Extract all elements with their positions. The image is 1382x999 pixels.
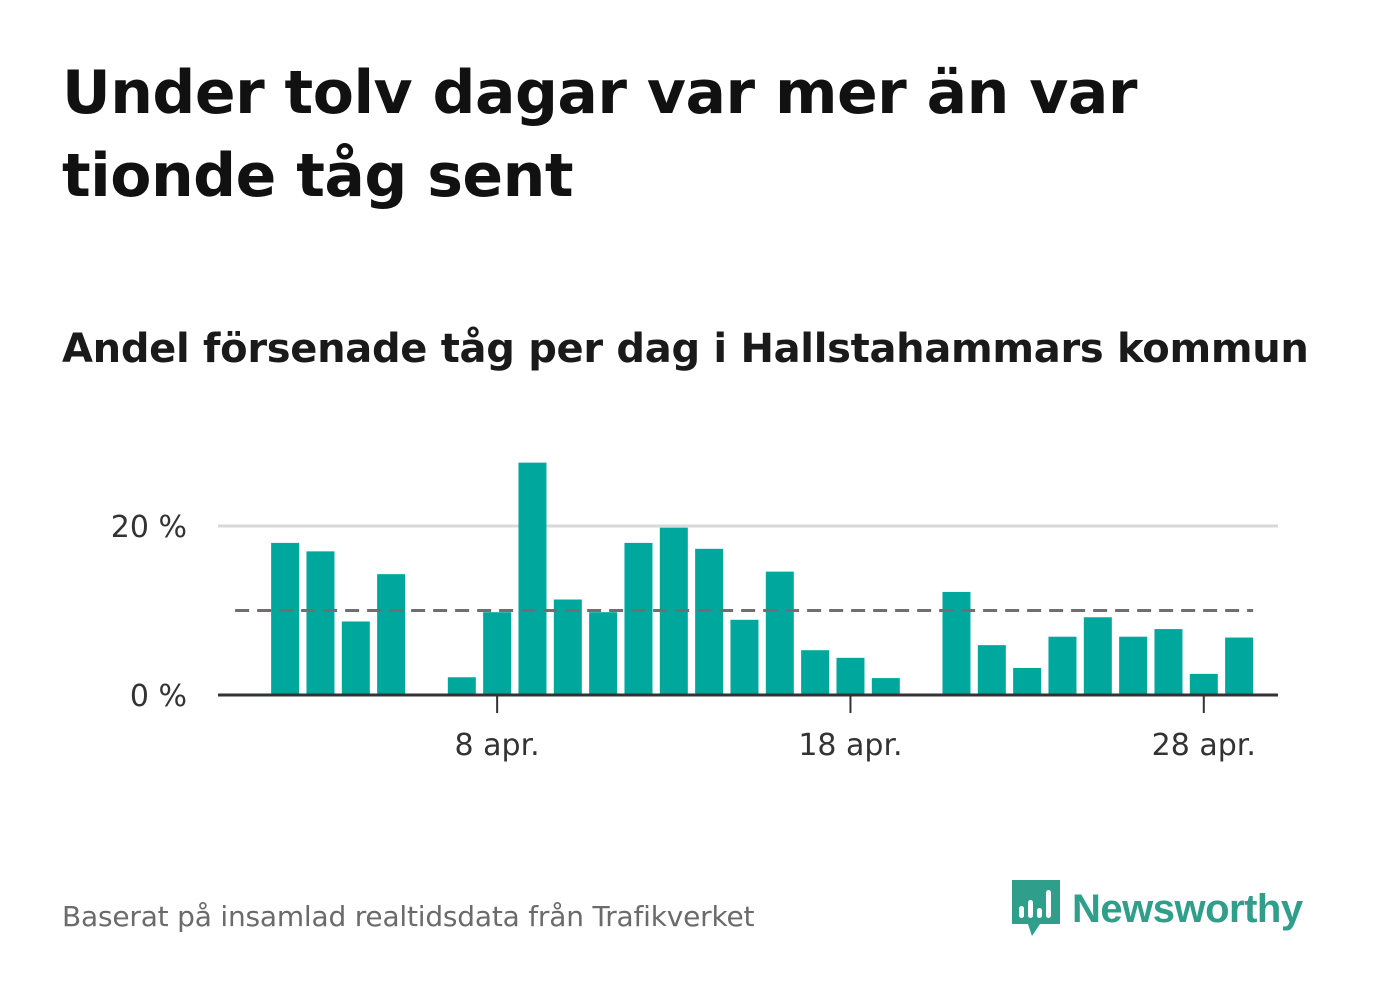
bar	[1013, 667, 1042, 695]
newsworthy-logo-icon	[1012, 880, 1060, 936]
bar	[377, 574, 406, 695]
x-tick-label: 28 apr.	[1152, 728, 1256, 763]
bar	[1083, 617, 1112, 695]
bar	[589, 612, 618, 695]
bar	[447, 677, 476, 695]
y-tick-label: 20 %	[111, 510, 187, 545]
source-note: Baserat på insamlad realtidsdata från Tr…	[62, 900, 755, 933]
logo-wordmark: Newsworthy	[1072, 886, 1303, 931]
x-tick-label: 18 apr.	[798, 728, 902, 763]
bar	[518, 462, 547, 695]
bar	[1154, 629, 1183, 695]
bar	[1189, 673, 1218, 695]
bar	[765, 571, 794, 695]
bar	[553, 599, 582, 695]
bar	[271, 542, 300, 695]
bar	[871, 678, 900, 695]
bar	[695, 548, 724, 695]
chart-title: Under tolv dagar var mer än var tionde t…	[62, 58, 1137, 211]
bar	[1119, 636, 1148, 695]
y-tick-label: 0 %	[130, 679, 187, 714]
x-tick-label: 8 apr.	[455, 728, 540, 763]
bar	[1225, 637, 1254, 695]
bar	[624, 542, 653, 695]
bar	[730, 619, 759, 695]
bar	[1048, 636, 1077, 695]
bar	[942, 591, 971, 695]
axis-layer: 0 % 20 % 8 apr. 18 apr. 28 apr.	[111, 510, 1278, 763]
bar	[977, 645, 1006, 695]
bar	[801, 650, 830, 695]
bar	[836, 657, 865, 695]
bar	[483, 612, 512, 695]
newsworthy-logo[interactable]: Newsworthy	[1010, 878, 1303, 940]
bar	[341, 621, 370, 695]
bar-layer	[271, 462, 1254, 695]
bar	[306, 551, 335, 695]
chart-subtitle: Andel försenade tåg per dag i Hallstaham…	[62, 326, 1309, 372]
